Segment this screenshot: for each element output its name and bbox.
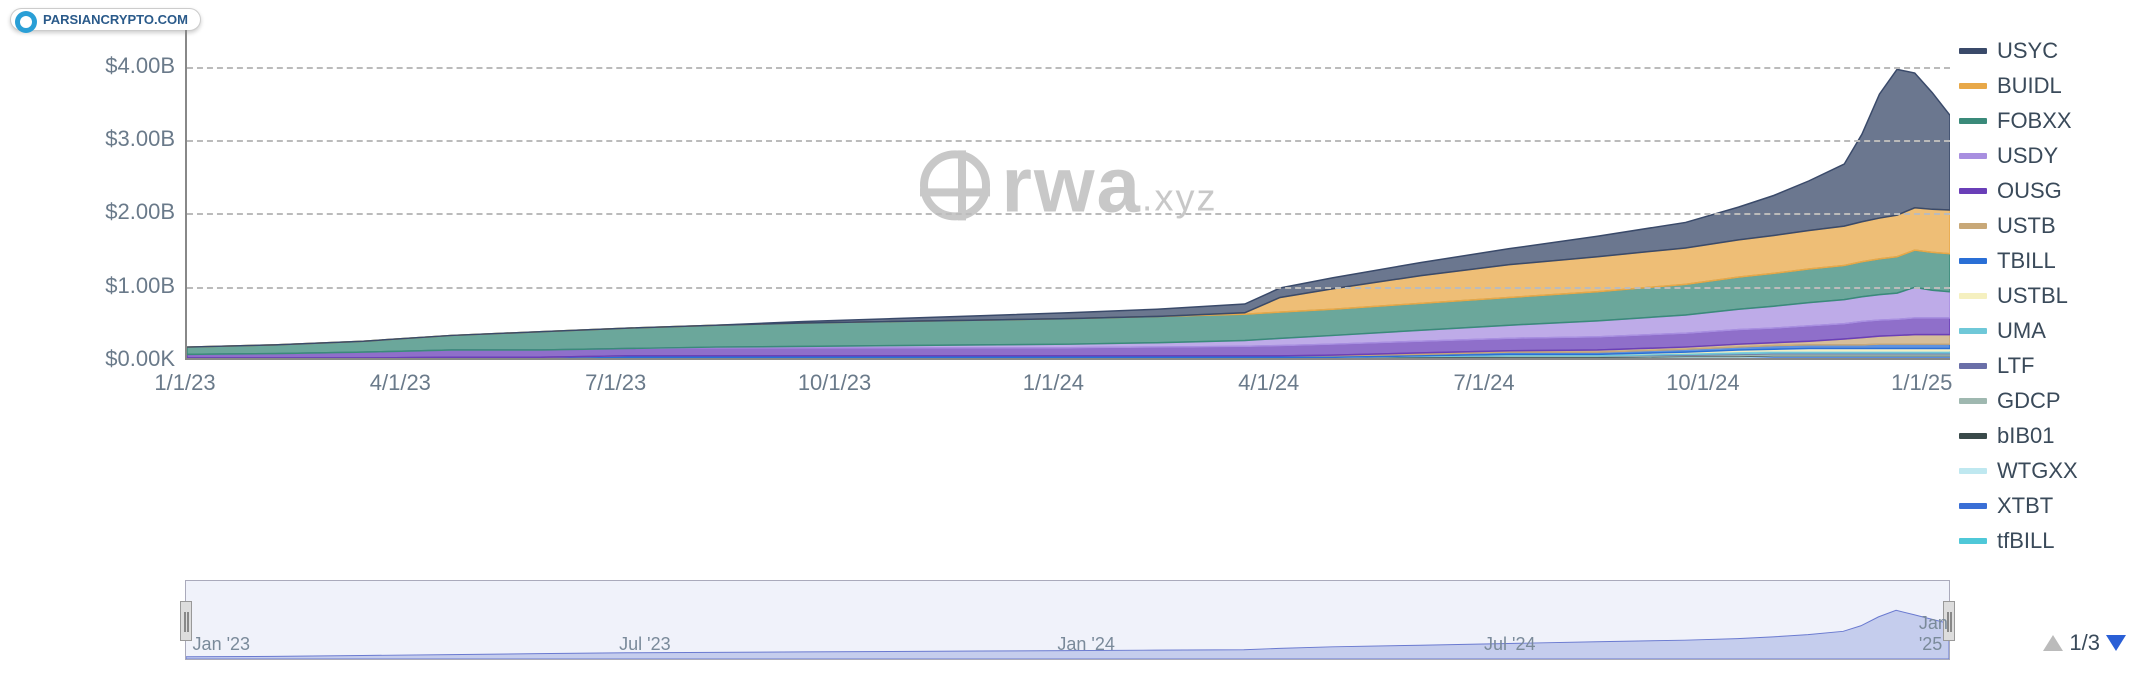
badge-text: PARSIANCRYPTO.COM [43,12,188,27]
nav-tick: Jan '25 [1919,613,1948,655]
x-tick: 4/1/23 [370,370,431,396]
x-tick: 1/1/24 [1023,370,1084,396]
legend-label: FOBXX [1997,108,2072,134]
legend-swatch [1959,503,1987,509]
legend-item-USTBL[interactable]: USTBL [1959,283,2134,309]
y-tick: $0.00K [45,346,175,372]
y-tick: $2.00B [45,199,175,225]
x-tick: 7/1/24 [1453,370,1514,396]
legend-item-bIB01[interactable]: bIB01 [1959,423,2134,449]
x-tick: 10/1/23 [798,370,871,396]
legend-label: TBILL [1997,248,2056,274]
legend-swatch [1959,468,1987,474]
legend-label: USTB [1997,213,2056,239]
legend-label: BUIDL [1997,73,2062,99]
legend-item-USYC[interactable]: USYC [1959,38,2134,64]
main-chart: $0.00K$1.00B$2.00B$3.00B$4.00B rwa .xyz … [40,30,1950,400]
legend-swatch [1959,328,1987,334]
legend-swatch [1959,398,1987,404]
legend-label: LTF [1997,353,2034,379]
legend-label: XTBT [1997,493,2053,519]
range-navigator[interactable]: Jan '23 Jul '23 Jan '24 Jul '24 Jan '25 [185,580,1950,660]
pager-text: 1/3 [2069,630,2100,656]
plot-area[interactable]: rwa .xyz [185,30,1950,360]
legend-pager: 1/3 [2043,630,2126,656]
legend-item-USTB[interactable]: USTB [1959,213,2134,239]
legend-label: GDCP [1997,388,2061,414]
legend-swatch [1959,153,1987,159]
legend-swatch [1959,118,1987,124]
legend-item-WTGXX[interactable]: WTGXX [1959,458,2134,484]
legend-item-BUIDL[interactable]: BUIDL [1959,73,2134,99]
legend-item-FOBXX[interactable]: FOBXX [1959,108,2134,134]
legend-swatch [1959,223,1987,229]
x-tick: 4/1/24 [1238,370,1299,396]
x-tick: 1/1/25 [1891,370,1952,396]
legend-item-LTF[interactable]: LTF [1959,353,2134,379]
y-tick: $3.00B [45,126,175,152]
nav-tick: Jan '24 [1057,634,1114,655]
pager-prev-icon[interactable] [2043,635,2063,651]
y-tick: $1.00B [45,273,175,299]
y-tick: $4.00B [45,53,175,79]
nav-tick: Jan '23 [193,634,250,655]
legend-swatch [1959,538,1987,544]
gridline [187,213,1950,215]
gridline [187,67,1950,69]
nav-tick: Jul '24 [1484,634,1535,655]
legend-swatch [1959,48,1987,54]
legend-item-GDCP[interactable]: GDCP [1959,388,2134,414]
x-tick: 7/1/23 [585,370,646,396]
nav-tick: Jul '23 [619,634,670,655]
legend-item-tfBILL[interactable]: tfBILL [1959,528,2134,554]
legend-label: bIB01 [1997,423,2055,449]
legend-item-UMA[interactable]: UMA [1959,318,2134,344]
legend-item-OUSG[interactable]: OUSG [1959,178,2134,204]
source-badge[interactable]: PARSIANCRYPTO.COM [10,8,201,31]
legend-label: USDY [1997,143,2058,169]
legend-item-TBILL[interactable]: TBILL [1959,248,2134,274]
gridline [187,140,1950,142]
x-tick: 1/1/23 [154,370,215,396]
legend-swatch [1959,363,1987,369]
legend-label: OUSG [1997,178,2062,204]
legend: USYC BUIDL FOBXX USDY OUSG USTB TBILL USTBL UMA L… [1959,38,2134,563]
legend-label: USTBL [1997,283,2068,309]
nav-handle-left[interactable] [180,601,192,641]
legend-swatch [1959,258,1987,264]
gridline [187,287,1950,289]
badge-icon [15,11,37,33]
pager-next-icon[interactable] [2106,635,2126,651]
legend-item-XTBT[interactable]: XTBT [1959,493,2134,519]
x-axis: 1/1/234/1/237/1/2310/1/231/1/244/1/247/1… [185,370,1950,400]
legend-label: UMA [1997,318,2046,344]
legend-swatch [1959,293,1987,299]
legend-swatch [1959,433,1987,439]
legend-swatch [1959,188,1987,194]
x-tick: 10/1/24 [1666,370,1739,396]
y-axis: $0.00K$1.00B$2.00B$3.00B$4.00B [40,30,185,360]
legend-item-USDY[interactable]: USDY [1959,143,2134,169]
legend-label: WTGXX [1997,458,2078,484]
legend-label: USYC [1997,38,2058,64]
legend-swatch [1959,83,1987,89]
legend-label: tfBILL [1997,528,2054,554]
stacked-area-svg [187,30,1950,358]
